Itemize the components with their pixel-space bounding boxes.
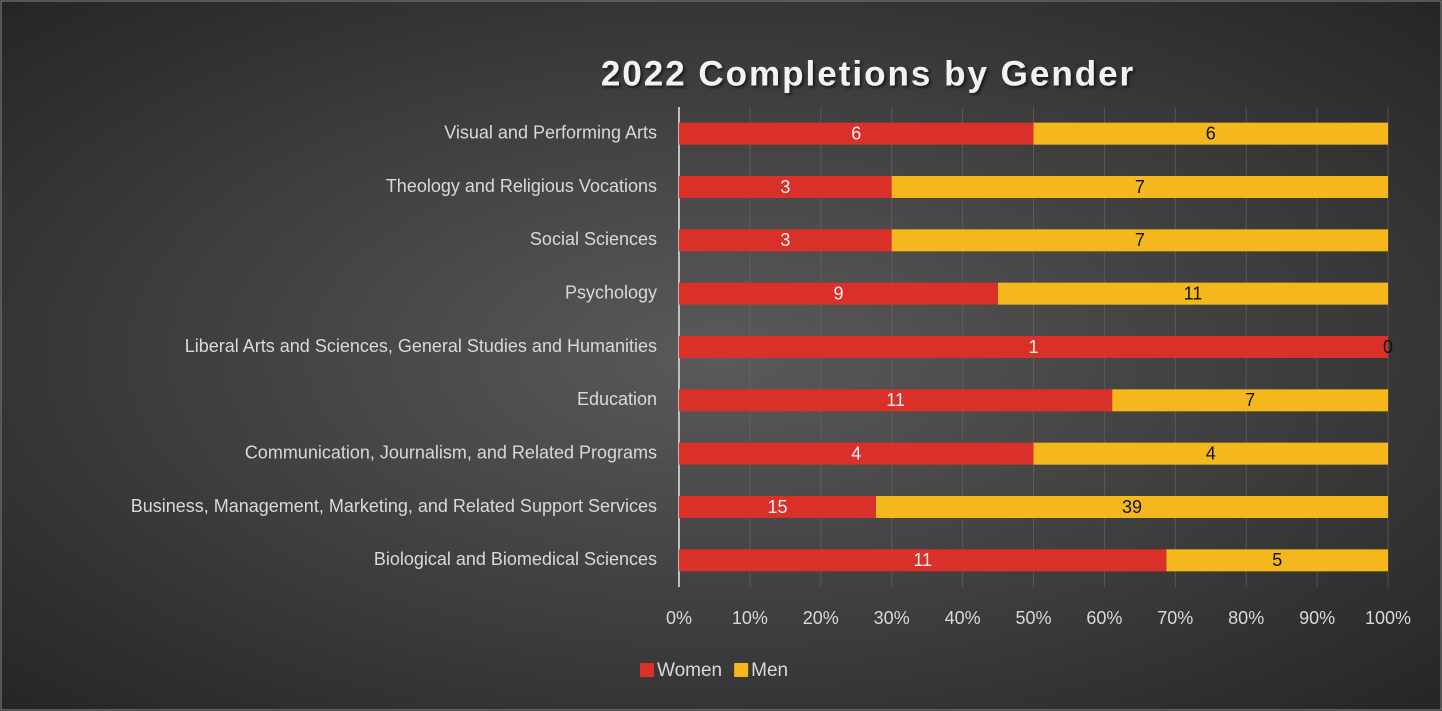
bar-segment (679, 336, 1388, 358)
data-label: 4 (851, 443, 861, 463)
x-tick-label: 90% (1299, 608, 1335, 628)
legend-swatch (734, 663, 749, 677)
data-label: 5 (1272, 550, 1282, 570)
bar-segment (679, 496, 876, 518)
data-label: 0 (1383, 337, 1393, 357)
bar-segment (679, 282, 999, 305)
y-tick-label: Visual and Performing Arts (444, 122, 657, 142)
data-label: 9 (834, 283, 844, 303)
x-tick-label: 30% (874, 608, 910, 628)
x-tick-label: 40% (945, 608, 981, 628)
data-label: 4 (1206, 443, 1216, 463)
x-tick-label: 60% (1086, 608, 1122, 628)
bar-segment (679, 549, 1167, 572)
bar-segment (998, 282, 1388, 305)
bar-segment (679, 389, 1113, 412)
bar-segment (679, 176, 892, 198)
x-tick-label: 20% (803, 608, 839, 628)
y-tick-label: Communication, Journalism, and Related P… (245, 442, 657, 462)
legend-label: Men (751, 660, 788, 681)
bar-segment (875, 496, 1388, 518)
y-tick-label: Biological and Biomedical Sciences (374, 549, 657, 569)
bar-segment (679, 442, 1034, 465)
data-label: 7 (1135, 230, 1145, 250)
bar-segment (891, 176, 1388, 198)
data-label: 3 (780, 230, 790, 250)
data-label: 15 (767, 497, 787, 517)
y-tick-label: Social Sciences (530, 229, 657, 249)
y-tick-label: Business, Management, Marketing, and Rel… (131, 496, 657, 516)
legend-swatch (640, 663, 654, 677)
data-label: 11 (1184, 283, 1203, 303)
bar-segment (1166, 549, 1388, 572)
bar-segment (679, 229, 892, 252)
bar-segment (1033, 442, 1388, 465)
chart-title: 2022 Completions by Gender (601, 54, 1135, 93)
data-label: 7 (1245, 390, 1255, 410)
x-tick-label: 80% (1228, 608, 1264, 628)
x-tick-label: 0% (666, 608, 692, 628)
bar-segment (1033, 122, 1388, 145)
y-tick-label: Education (577, 389, 657, 409)
y-tick-label: Theology and Religious Vocations (386, 176, 657, 196)
data-label: 7 (1135, 177, 1145, 197)
y-tick-label: Liberal Arts and Sciences, General Studi… (185, 336, 657, 356)
data-label: 11 (886, 390, 905, 410)
data-label: 39 (1122, 497, 1142, 517)
x-tick-label: 70% (1157, 608, 1193, 628)
data-label: 6 (851, 123, 861, 143)
x-tick-label: 10% (732, 608, 768, 628)
x-tick-label: 50% (1015, 608, 1051, 628)
bar-segment (679, 122, 1034, 145)
data-label: 6 (1206, 123, 1216, 143)
data-label: 11 (913, 550, 932, 570)
data-label: 3 (780, 177, 790, 197)
bar-segment (1112, 389, 1388, 412)
x-tick-label: 100% (1365, 608, 1411, 628)
y-tick-label: Psychology (565, 282, 657, 302)
data-label: 1 (1028, 337, 1038, 357)
bar-segment (891, 229, 1388, 252)
legend-label: Women (657, 660, 722, 681)
